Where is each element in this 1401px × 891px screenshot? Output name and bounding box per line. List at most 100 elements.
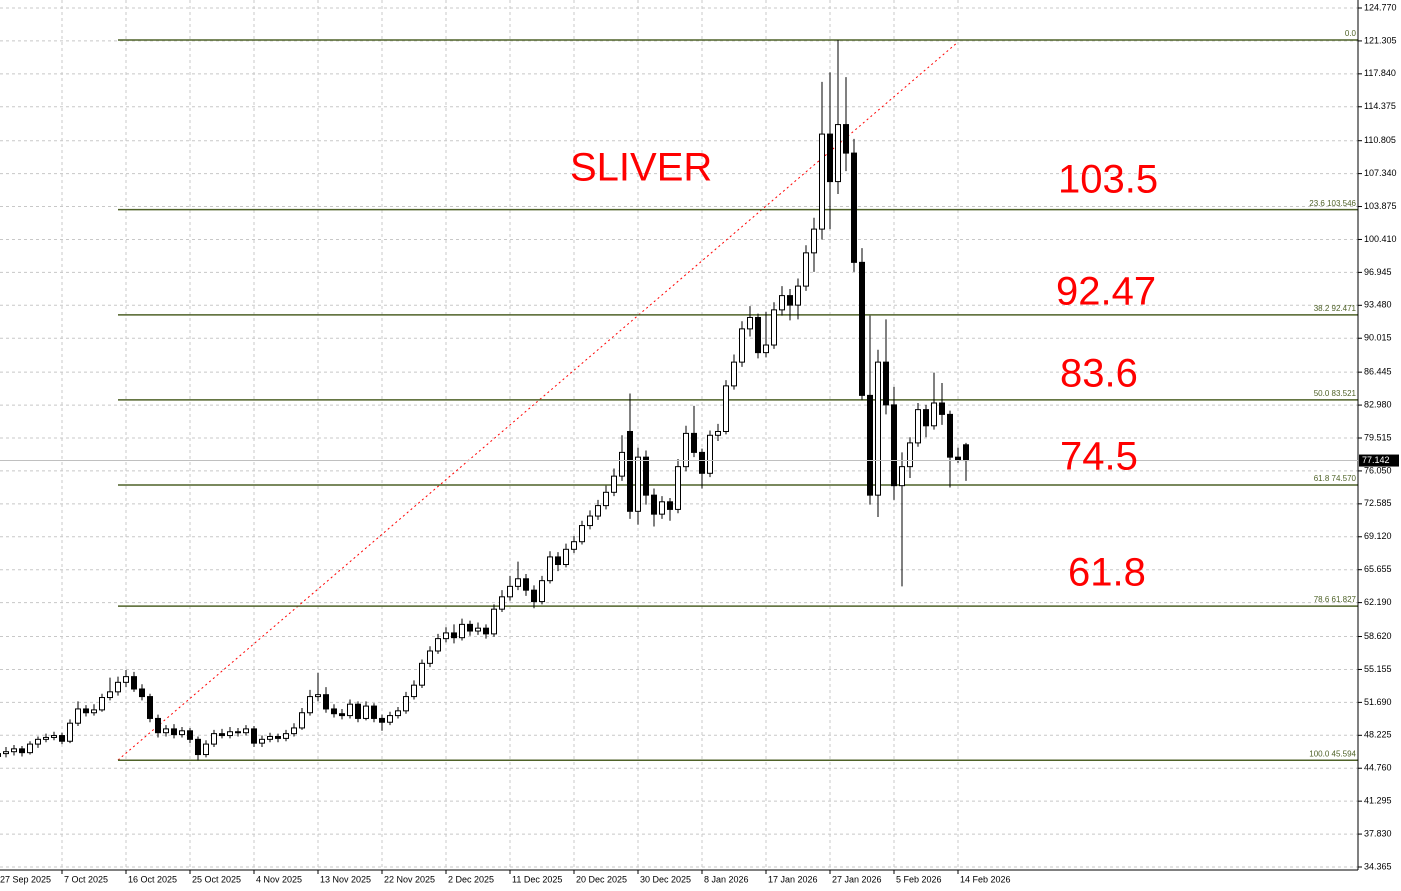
- x-tick-label: 13 Nov 2025: [320, 874, 371, 884]
- candle-body: [347, 703, 353, 717]
- y-tick-label: 79.515: [1364, 432, 1392, 442]
- y-tick-label: 72.585: [1364, 498, 1392, 508]
- candle-body: [907, 442, 913, 468]
- y-tick-label: 82.980: [1364, 399, 1392, 409]
- annotation: 103.5: [1058, 158, 1158, 202]
- candle-body: [203, 743, 209, 756]
- annotation: 74.5: [1060, 435, 1138, 479]
- candle-body: [275, 735, 281, 739]
- y-tick-label: 69.120: [1364, 531, 1392, 541]
- candle-body: [651, 494, 657, 515]
- candle-body: [795, 285, 801, 306]
- y-tick-label: 100.410: [1364, 234, 1397, 244]
- candle-body: [355, 703, 361, 719]
- candle-body: [755, 316, 761, 354]
- candle-body: [659, 501, 665, 515]
- candle-body: [403, 696, 409, 712]
- y-tick-label: 58.620: [1364, 631, 1392, 641]
- x-tick-label: 8 Jan 2026: [704, 874, 749, 884]
- candle-body: [107, 691, 113, 699]
- candle-body: [171, 728, 177, 736]
- x-tick-label: 16 Oct 2025: [128, 874, 177, 884]
- candle-body: [435, 638, 441, 652]
- candle-body: [587, 515, 593, 527]
- candle-body: [243, 728, 249, 734]
- candle-body: [523, 578, 529, 591]
- candle-body: [467, 623, 473, 632]
- candle-body: [43, 736, 49, 740]
- y-tick-label: 117.840: [1364, 68, 1396, 78]
- y-tick-label: 114.375: [1364, 101, 1396, 111]
- x-tick-label: 22 Nov 2025: [384, 874, 435, 884]
- candle-body: [891, 404, 897, 487]
- candle-body: [771, 309, 777, 346]
- candle-body: [379, 717, 385, 723]
- candle-body: [459, 623, 465, 639]
- fib-label: 100.0 45.594: [1309, 749, 1356, 758]
- candle-body: [499, 596, 505, 610]
- candle-body: [179, 730, 185, 736]
- y-tick-label: 41.295: [1364, 796, 1392, 806]
- candle-body: [707, 434, 713, 474]
- candle-body: [619, 451, 625, 477]
- y-tick-label: 107.340: [1364, 168, 1397, 178]
- y-tick-label: 65.655: [1364, 564, 1392, 574]
- candle-body: [267, 735, 273, 740]
- candle-body: [547, 556, 553, 582]
- x-tick-label: 4 Nov 2025: [256, 874, 302, 884]
- current-price-box: [1359, 454, 1399, 467]
- y-tick-label: 76.050: [1364, 465, 1392, 475]
- candle-body: [803, 252, 809, 287]
- candle-body: [483, 627, 489, 635]
- candle-body: [843, 124, 849, 154]
- candle-body: [147, 696, 153, 719]
- candle-body: [675, 466, 681, 510]
- candle-body: [867, 394, 873, 496]
- annotation: 61.8: [1068, 551, 1146, 595]
- candle-body: [371, 705, 377, 719]
- candle-body: [411, 684, 417, 698]
- candle-body: [603, 491, 609, 507]
- candle-body: [323, 694, 329, 710]
- x-tick-label: 5 Feb 2026: [896, 874, 942, 884]
- candle-body: [683, 432, 689, 468]
- candle-body: [35, 738, 41, 745]
- candle-body: [419, 662, 425, 686]
- candle-body: [819, 133, 825, 230]
- candle-body: [955, 456, 961, 461]
- trend-line: [117, 41, 959, 761]
- candle-body: [83, 708, 89, 714]
- annotation: 92.47: [1056, 270, 1156, 314]
- candles: [0, 40, 969, 761]
- y-tick-label: 124.770: [1364, 2, 1397, 12]
- annotation: 83.6: [1060, 352, 1138, 396]
- candle-body: [51, 735, 57, 738]
- y-tick-label: 96.945: [1364, 267, 1392, 277]
- candle-body: [451, 632, 457, 639]
- candle-body: [123, 676, 129, 683]
- candle-body: [3, 751, 9, 755]
- candle-body: [627, 430, 633, 512]
- candle-body: [195, 738, 201, 756]
- x-tick-label: 27 Jan 2026: [832, 874, 882, 884]
- y-tick-label: 51.690: [1364, 697, 1392, 707]
- candle-body: [667, 501, 673, 510]
- candle-body: [787, 295, 793, 306]
- candle-body: [67, 722, 73, 742]
- y-tick-label: 44.760: [1364, 763, 1392, 773]
- fib-label: 0.0: [1345, 29, 1357, 38]
- candle-body: [219, 733, 225, 737]
- candle-body: [835, 124, 841, 183]
- candle-body: [307, 696, 313, 714]
- candle-body: [595, 505, 601, 517]
- candle-body: [187, 730, 193, 740]
- candle-body: [99, 697, 105, 711]
- candle-body: [427, 650, 433, 664]
- candle-body: [259, 738, 265, 744]
- fib-label: 61.8 74.570: [1314, 474, 1357, 483]
- candle-body: [691, 432, 697, 453]
- x-tick-label: 11 Dec 2025: [512, 874, 562, 884]
- fib-label: 23.6 103.546: [1309, 199, 1356, 208]
